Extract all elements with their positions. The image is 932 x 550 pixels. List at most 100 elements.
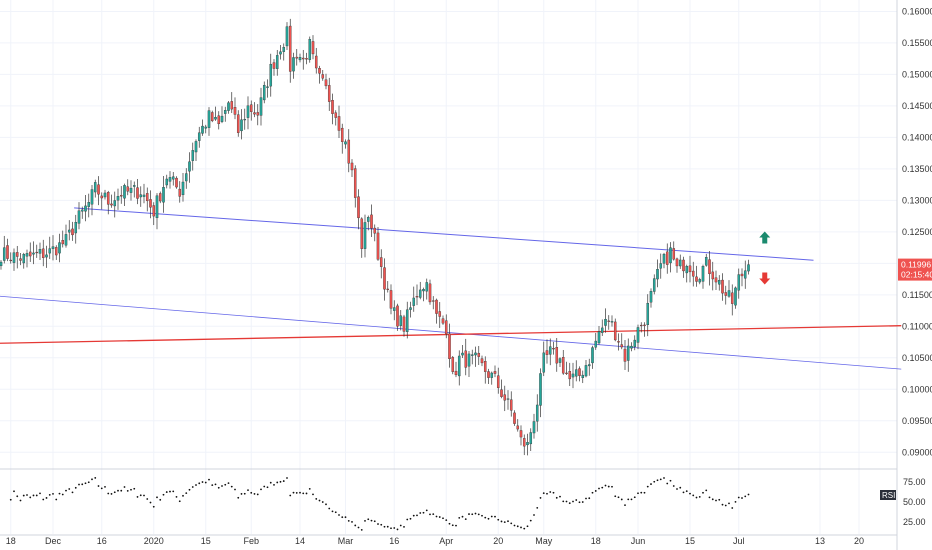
rsi-point — [214, 483, 217, 486]
trend-line-1[interactable] — [74, 207, 814, 261]
candle-body — [464, 350, 468, 368]
candle — [461, 344, 464, 359]
candle-body — [275, 55, 279, 69]
rsi-point — [273, 483, 275, 486]
rsi-point — [230, 485, 233, 488]
candle-body — [129, 187, 133, 193]
candle-body — [737, 274, 741, 291]
rsi-point — [224, 483, 227, 486]
candle-body — [74, 222, 78, 234]
candle-body — [113, 200, 117, 207]
candle — [594, 333, 598, 350]
rsi-point — [403, 525, 405, 528]
grid — [0, 0, 898, 550]
candle — [490, 371, 494, 385]
time-axis[interactable]: 18 Dec 16 2020 15 Feb 14 Mar 16 Apr 20 May 18 Jun 15 Ju… — [6, 536, 864, 546]
rsi-point — [377, 523, 379, 525]
rsi-point — [497, 518, 500, 521]
candle-body — [565, 372, 568, 374]
candle-body — [623, 348, 627, 362]
rsi-point — [468, 513, 470, 515]
candle-body — [139, 194, 143, 198]
candle — [288, 18, 292, 83]
rsi-point — [19, 499, 22, 502]
candle — [191, 142, 195, 171]
candle — [747, 259, 750, 275]
candle-body — [591, 347, 594, 364]
candle-body — [727, 290, 731, 297]
candle-body — [620, 344, 624, 348]
candle-body — [574, 369, 578, 377]
candle — [142, 183, 146, 204]
candle-body — [321, 74, 325, 79]
candle — [526, 433, 529, 456]
candle — [126, 179, 130, 196]
candle — [311, 35, 315, 60]
candle — [6, 238, 9, 262]
candle — [422, 287, 425, 302]
candle — [383, 258, 386, 301]
candle-body — [730, 292, 734, 304]
rsi-point — [542, 492, 545, 495]
candle-body — [740, 273, 744, 277]
candle-body — [649, 291, 653, 303]
candle-body — [568, 371, 572, 380]
rsi-point — [419, 512, 422, 514]
candle — [246, 96, 250, 130]
rsi-point — [126, 489, 129, 492]
time-tick-label: 18 — [6, 536, 16, 546]
rsi-point — [328, 507, 331, 510]
rsi-point — [256, 493, 259, 496]
rsi-point — [65, 489, 67, 492]
rsi-point — [422, 511, 425, 514]
candle-body — [181, 181, 185, 196]
candle-body — [412, 297, 416, 306]
candle-body — [610, 321, 614, 323]
rsi-point — [637, 492, 639, 495]
price-axis[interactable]: 0.16000 0.15500 0.15000 0.14500 0.14000 0.135… — [880, 6, 932, 527]
candle — [737, 268, 741, 299]
candle — [493, 365, 497, 378]
candle-body — [67, 229, 71, 233]
rsi-point — [331, 510, 334, 513]
candle-body — [691, 270, 695, 277]
arrow-up-icon[interactable] — [759, 231, 771, 244]
candle — [607, 315, 611, 330]
candle — [506, 390, 510, 410]
candle — [152, 202, 156, 226]
candle — [97, 176, 100, 206]
rsi-point — [617, 496, 620, 499]
candle — [597, 326, 601, 345]
candle — [610, 315, 614, 327]
candle-body — [243, 119, 247, 121]
last-price-badge[interactable] — [898, 258, 932, 281]
candle — [314, 47, 318, 74]
candle-body — [279, 51, 282, 55]
candle — [516, 419, 520, 432]
rsi-point — [484, 516, 487, 519]
candle — [308, 36, 312, 63]
candle-body — [659, 263, 663, 269]
candle-body — [344, 141, 347, 145]
candle — [669, 242, 672, 273]
candle-body — [688, 265, 692, 273]
rsi-point — [549, 491, 552, 493]
candle — [38, 242, 42, 260]
arrow-down-icon[interactable] — [759, 272, 771, 285]
time-tick-label: Dec — [45, 536, 62, 546]
rsi-point — [627, 498, 630, 501]
candle — [646, 294, 650, 337]
candle-body — [87, 202, 91, 207]
candle — [561, 349, 565, 375]
candle — [539, 368, 542, 418]
candle — [45, 245, 48, 268]
candle — [181, 172, 185, 202]
candle — [682, 256, 685, 278]
time-tick-label: 14 — [295, 536, 305, 546]
rsi-point — [386, 525, 389, 528]
rsi-point — [289, 494, 292, 497]
candle-body — [383, 267, 386, 290]
candle — [672, 241, 676, 261]
candle-body — [584, 365, 588, 377]
candle-body — [103, 192, 107, 198]
